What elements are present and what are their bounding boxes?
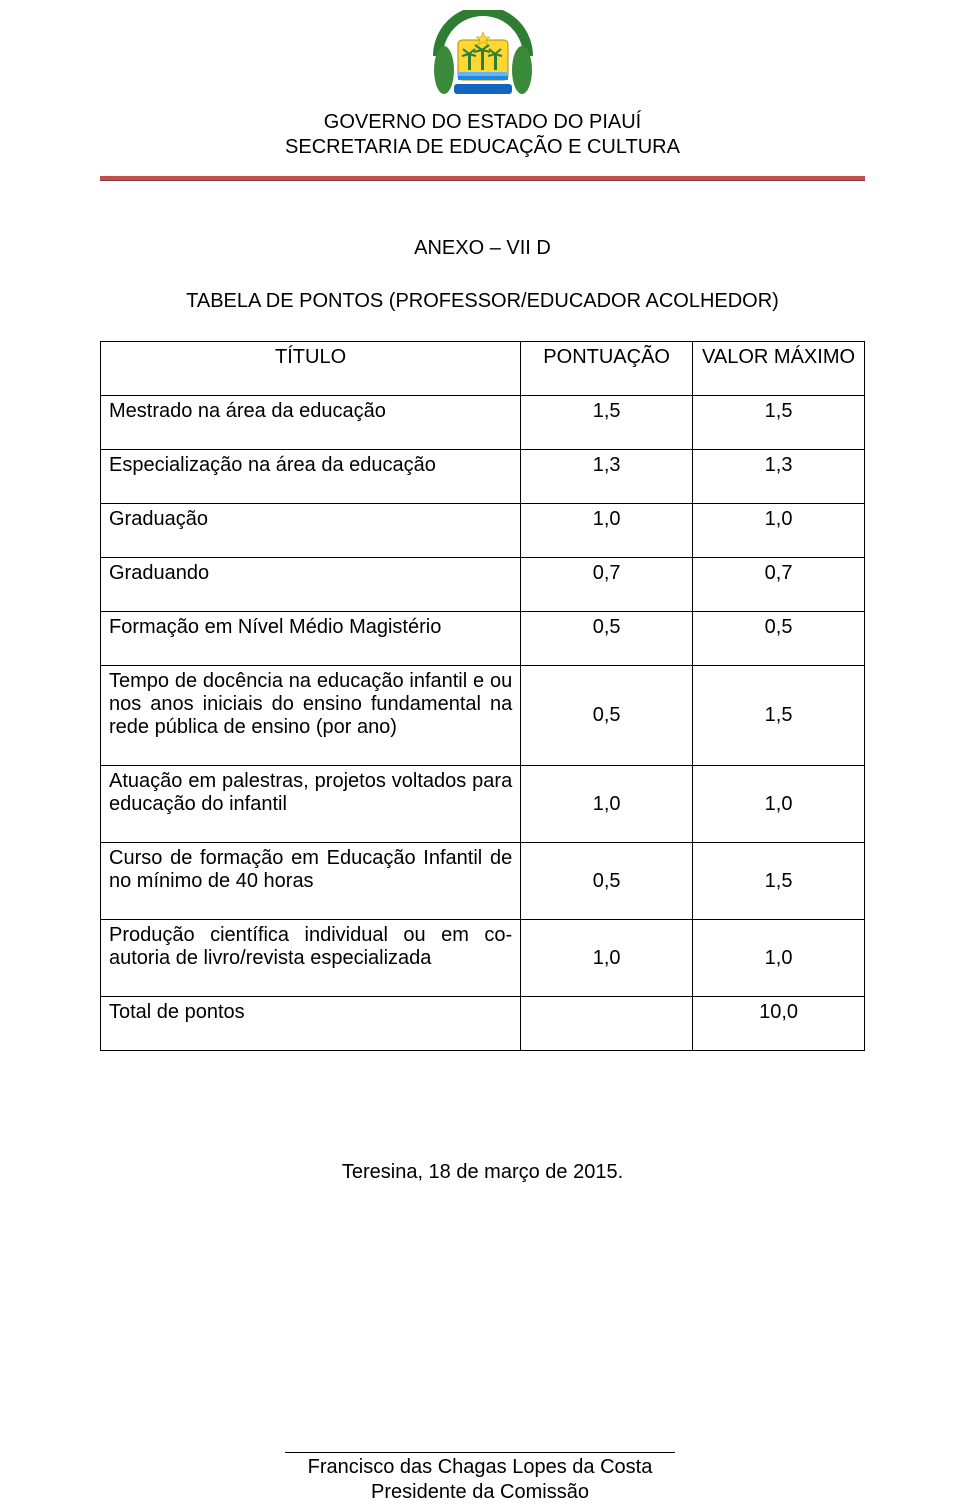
row-title: Especialização na área da educação: [101, 450, 521, 504]
row-points: 1,3: [521, 450, 693, 504]
row-title: Mestrado na área da educação: [101, 396, 521, 450]
row-max: 0,7: [693, 558, 865, 612]
row-max: 1,5: [693, 396, 865, 450]
table-row: Produção científica individual ou em co-…: [101, 920, 865, 997]
signature-block: Francisco das Chagas Lopes da Costa Pres…: [0, 1452, 960, 1505]
row-points: 0,7: [521, 558, 693, 612]
annex-label: ANEXO – VII D: [100, 237, 865, 260]
row-max: 0,5: [693, 612, 865, 666]
row-title: Graduação: [101, 504, 521, 558]
state-crest: [100, 10, 865, 106]
signature-name: Francisco das Chagas Lopes da Costa: [0, 1455, 960, 1480]
row-max: 1,0: [693, 766, 865, 843]
header-block: GOVERNO DO ESTADO DO PIAUÍ SECRETARIA DE…: [100, 110, 865, 160]
row-points: 0,5: [521, 843, 693, 920]
table-title: TABELA DE PONTOS (PROFESSOR/EDUCADOR ACO…: [100, 290, 865, 313]
row-max: 1,3: [693, 450, 865, 504]
horizontal-rule: [100, 176, 865, 181]
row-points: 1,0: [521, 920, 693, 997]
row-max: 1,0: [693, 920, 865, 997]
row-max: 1,5: [693, 666, 865, 766]
row-max: 1,5: [693, 843, 865, 920]
points-table: TÍTULO PONTUAÇÃO VALOR MÁXIMO Mestrado n…: [100, 341, 865, 1051]
table-row: Curso de formação em Educação Infantil d…: [101, 843, 865, 920]
table-header-row: TÍTULO PONTUAÇÃO VALOR MÁXIMO: [101, 342, 865, 396]
row-title: Atuação em palestras, projetos voltados …: [101, 766, 521, 843]
table-row: Mestrado na área da educação1,51,5: [101, 396, 865, 450]
row-title: Tempo de docência na educação infantil e…: [101, 666, 521, 766]
table-row: Graduando0,70,7: [101, 558, 865, 612]
row-points: 1,0: [521, 504, 693, 558]
table-row: Formação em Nível Médio Magistério0,50,5: [101, 612, 865, 666]
total-blank: [521, 997, 693, 1051]
row-max: 1,0: [693, 504, 865, 558]
table-total-row: Total de pontos 10,0: [101, 997, 865, 1051]
header-line-2: SECRETARIA DE EDUCAÇÃO E CULTURA: [100, 135, 865, 160]
header-line-1: GOVERNO DO ESTADO DO PIAUÍ: [100, 110, 865, 135]
signature-role: Presidente da Comissão: [0, 1480, 960, 1505]
table-row: Atuação em palestras, projetos voltados …: [101, 766, 865, 843]
signature-line: [285, 1452, 675, 1453]
row-points: 1,5: [521, 396, 693, 450]
row-title: Graduando: [101, 558, 521, 612]
total-label: Total de pontos: [101, 997, 521, 1051]
row-title: Produção científica individual ou em co-…: [101, 920, 521, 997]
table-row: Especialização na área da educação1,31,3: [101, 450, 865, 504]
row-points: 0,5: [521, 666, 693, 766]
col-header-title: TÍTULO: [101, 342, 521, 396]
total-value: 10,0: [693, 997, 865, 1051]
row-points: 0,5: [521, 612, 693, 666]
table-row: Graduação1,01,0: [101, 504, 865, 558]
row-title: Formação em Nível Médio Magistério: [101, 612, 521, 666]
row-points: 1,0: [521, 766, 693, 843]
table-row: Tempo de docência na educação infantil e…: [101, 666, 865, 766]
row-title: Curso de formação em Educação Infantil d…: [101, 843, 521, 920]
col-header-max: VALOR MÁXIMO: [693, 342, 865, 396]
col-header-points: PONTUAÇÃO: [521, 342, 693, 396]
document-date: Teresina, 18 de março de 2015.: [100, 1161, 865, 1184]
